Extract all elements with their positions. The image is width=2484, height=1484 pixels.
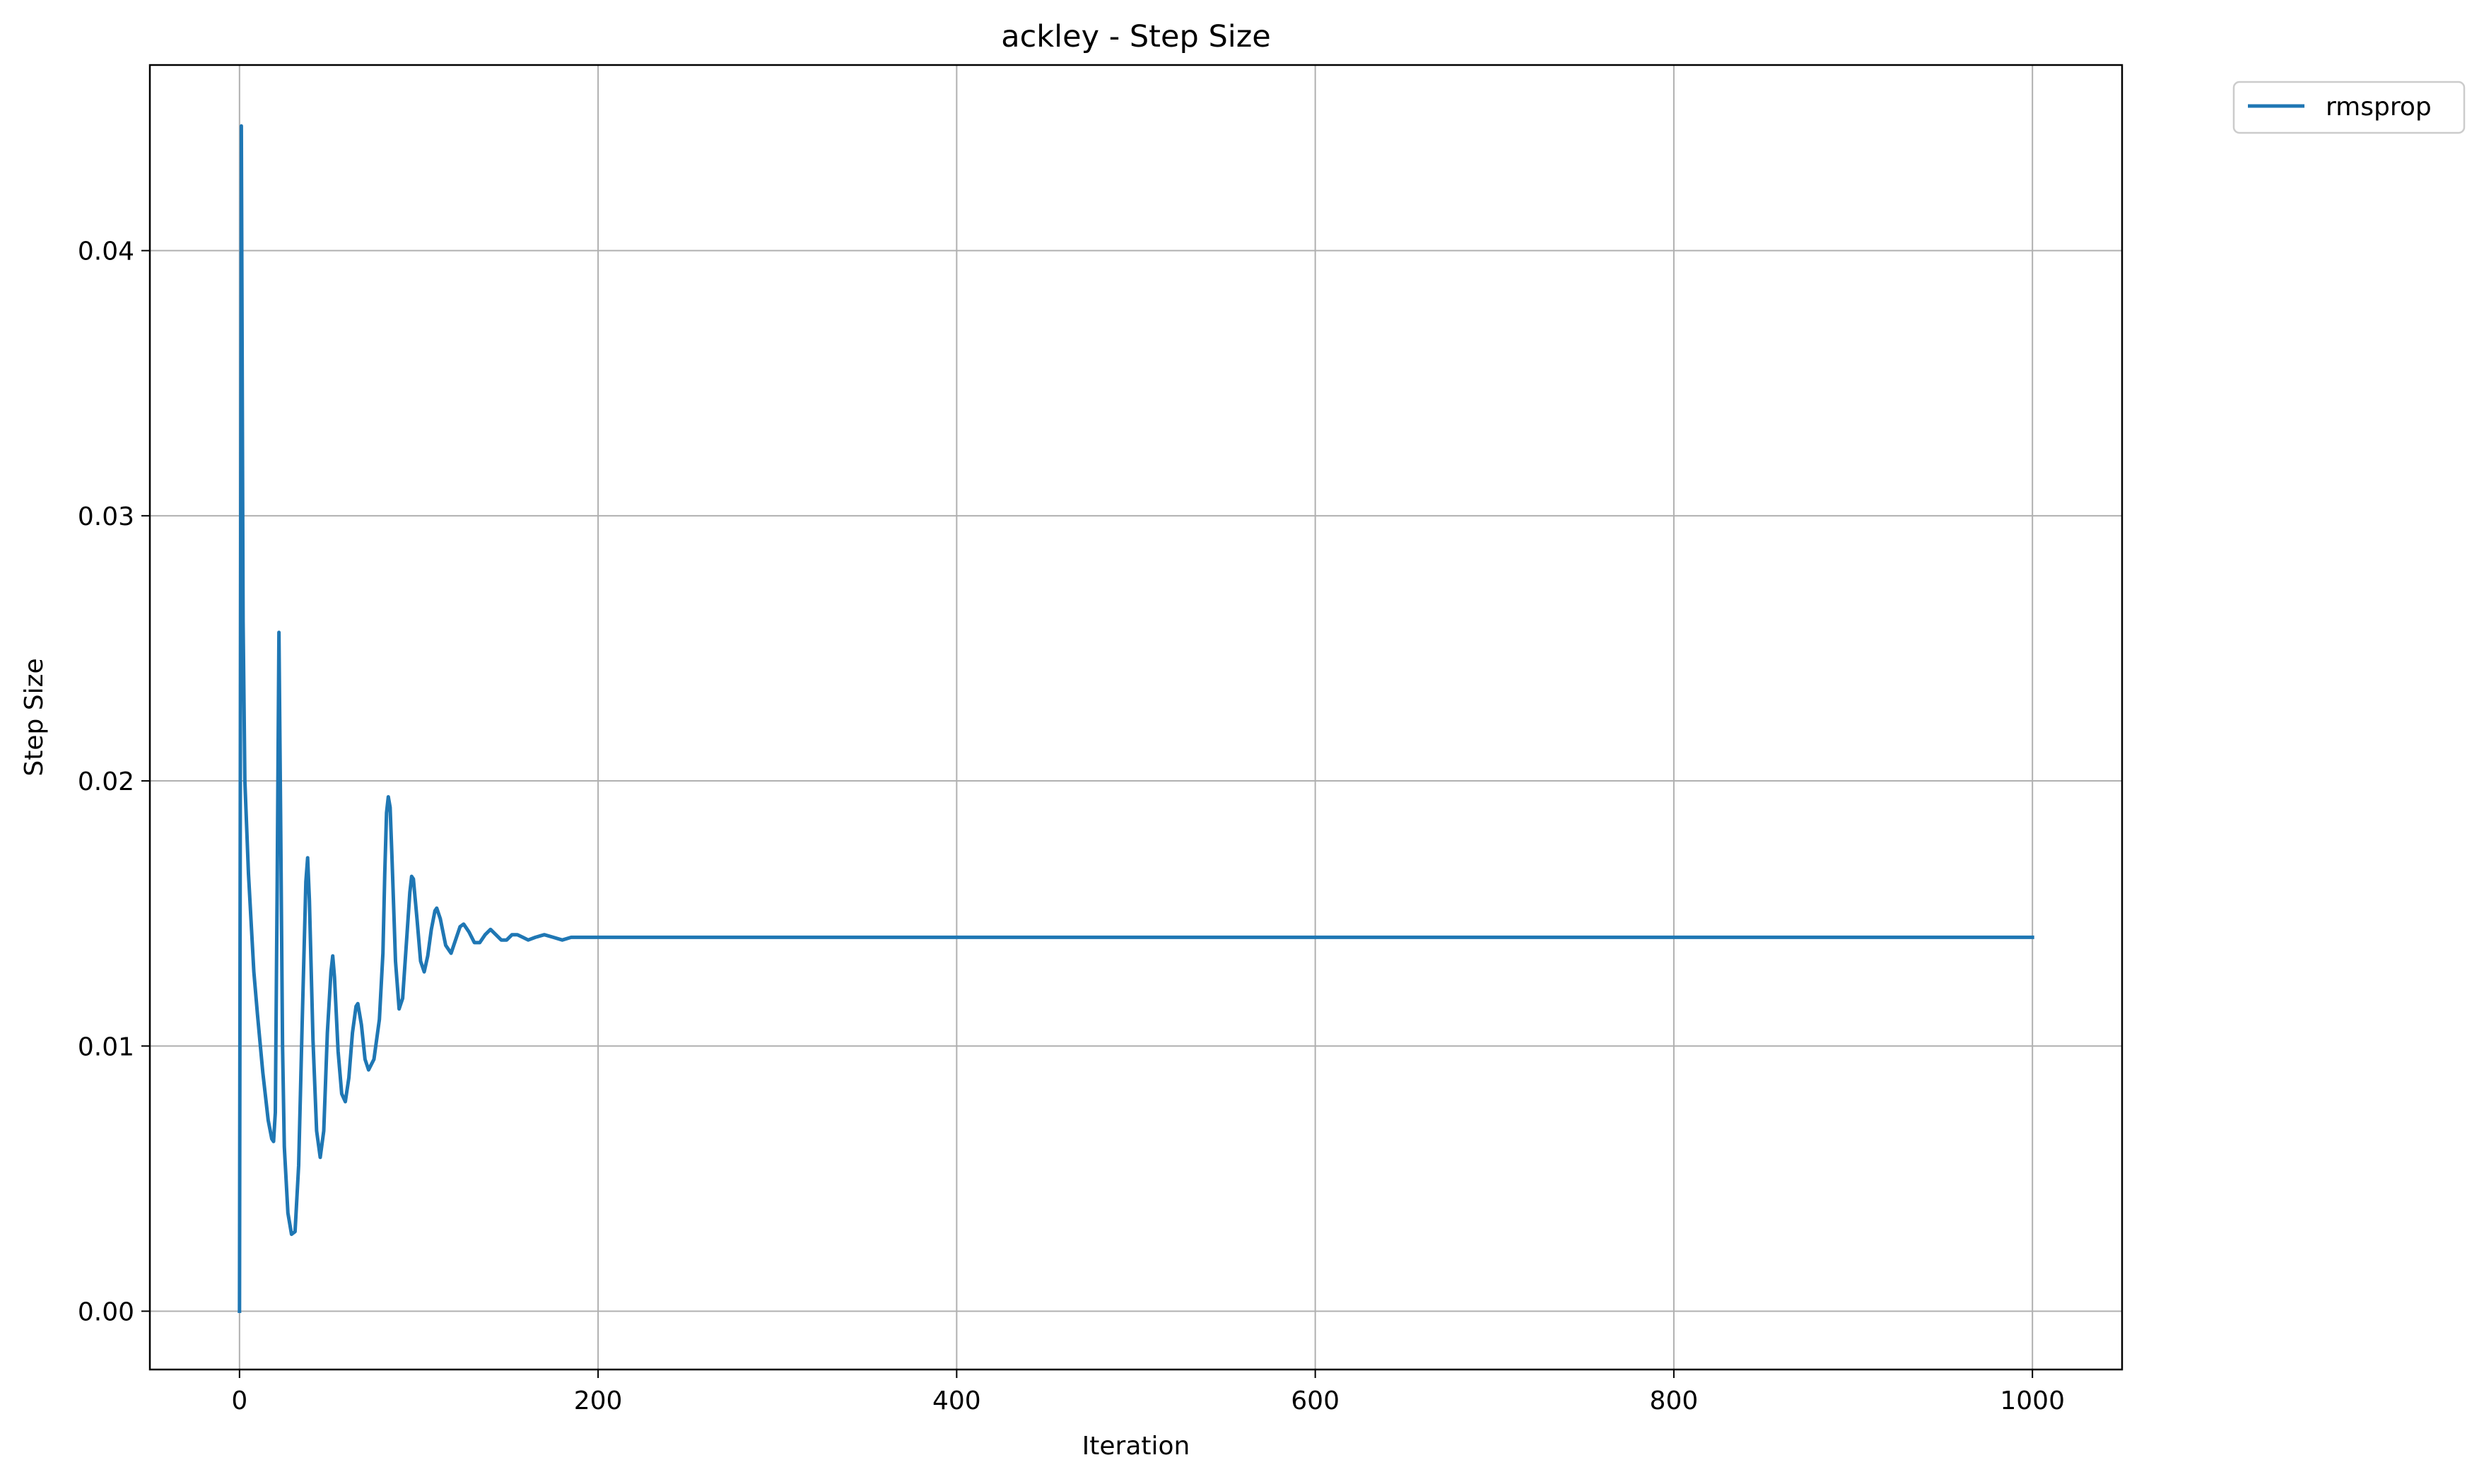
x-tick-label: 1000: [2000, 1386, 2065, 1415]
plot-area-frame: [148, 64, 2123, 1371]
y-tick-label: 0.04: [78, 237, 134, 266]
x-tick-label: 400: [932, 1386, 981, 1415]
grid: [150, 65, 2122, 1370]
x-tick-label: 600: [1291, 1386, 1340, 1415]
series-layer: [238, 124, 2034, 1314]
y-tick-label: 0.03: [78, 502, 134, 531]
x-tick-label: 200: [574, 1386, 623, 1415]
x-axis-title: Iteration: [1082, 1432, 1190, 1461]
y-tick-label: 0.02: [78, 767, 134, 796]
x-tick-label: 0: [231, 1386, 247, 1415]
y-tick-label: 0.01: [78, 1032, 134, 1061]
y-axis-title: Step Size: [20, 658, 49, 776]
legend-box: [2232, 81, 2466, 134]
series-line-rmsprop: [238, 124, 2034, 1314]
legend-label-rmsprop: rmsprop: [2326, 93, 2432, 122]
x-tick-label: 800: [1650, 1386, 1699, 1415]
legend: rmsprop: [2232, 81, 2466, 134]
chart-title: ackley - Step Size: [1001, 19, 1270, 54]
ticks: 0 200 400 600 800 1000 0.00 0.01 0.02 0.03 0.04: [78, 237, 2065, 1415]
y-tick-label: 0.00: [78, 1297, 134, 1326]
